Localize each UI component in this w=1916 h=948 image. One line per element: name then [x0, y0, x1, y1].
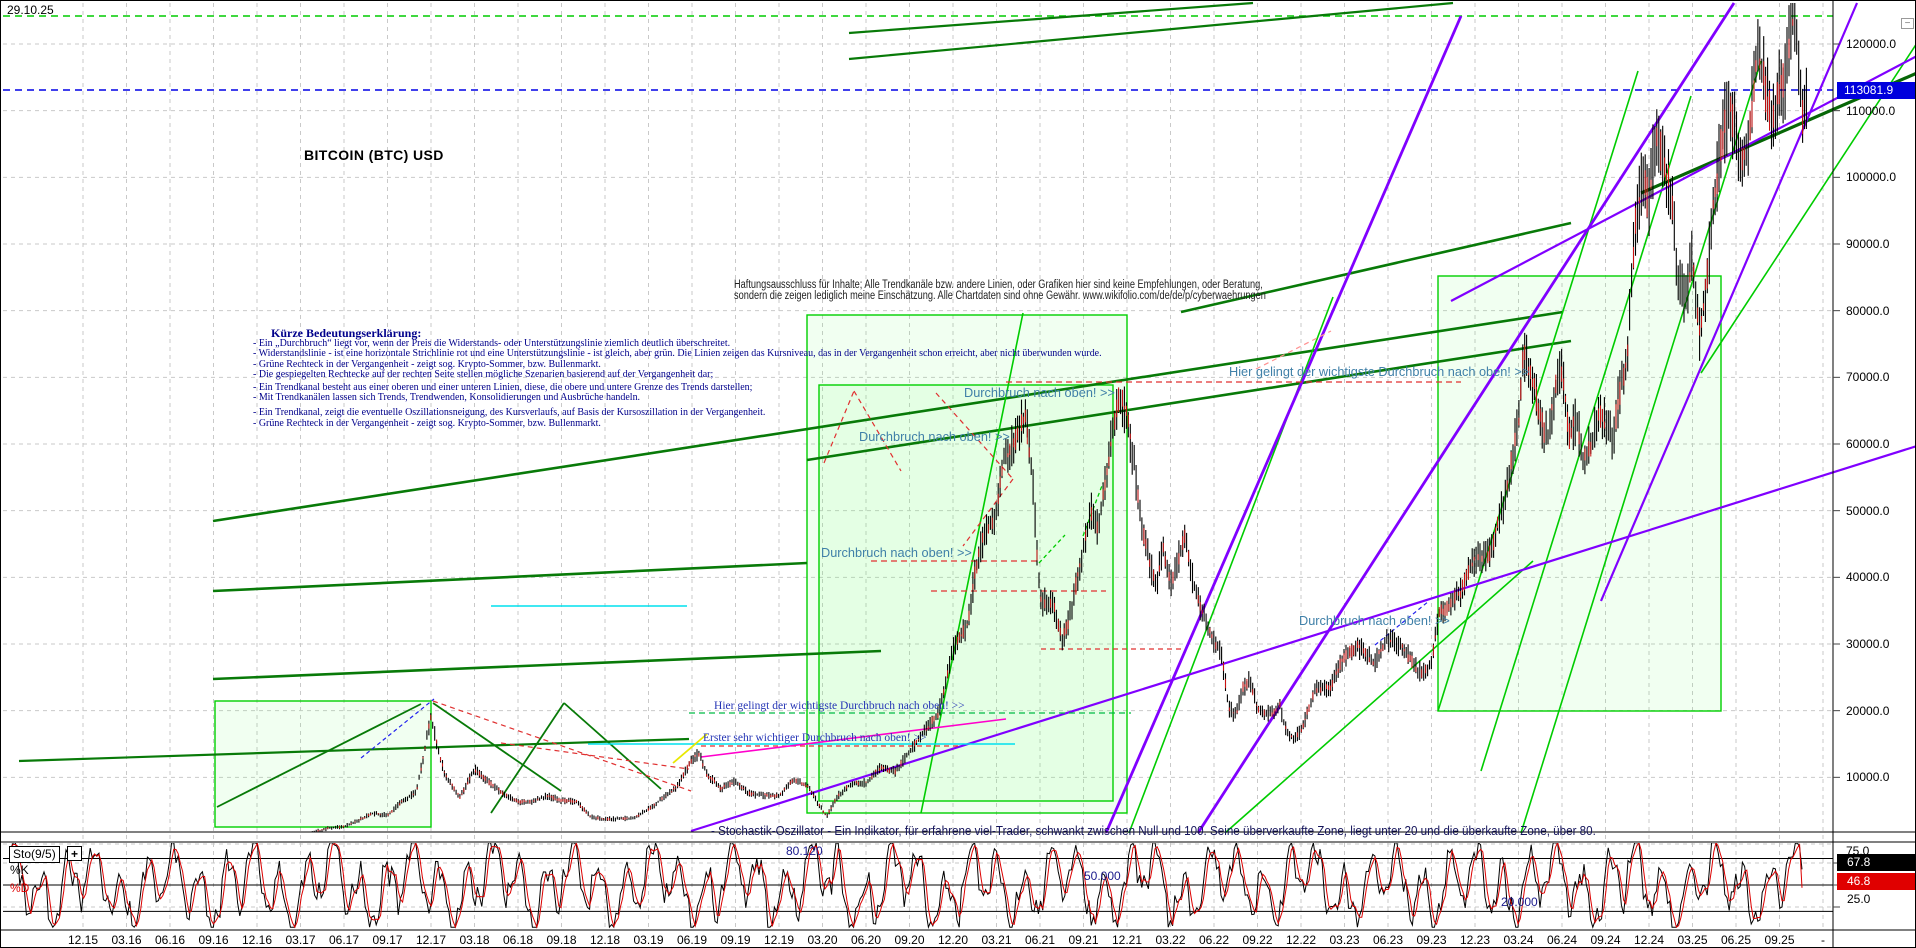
price-axis-label: 50000.0 — [1846, 503, 1890, 518]
price-axis-label: 30000.0 — [1846, 636, 1890, 651]
collapse-pane-button[interactable]: − — [1901, 18, 1914, 29]
add-indicator-button[interactable]: + — [67, 846, 82, 861]
legend-line: - Ein Trendkanal besteht aus einer obere… — [253, 381, 753, 393]
breakout-annotation: Erster sehr wichtiger Durchbruch nach ob… — [703, 730, 927, 744]
time-axis-label: 12.16 — [241, 933, 273, 947]
percent-k-label: %K — [10, 863, 29, 877]
time-axis-label: 06.23 — [1372, 933, 1404, 947]
time-axis-label: 09.19 — [720, 933, 751, 947]
legend-line: - Grüne Rechteck in der Vergangenheit - … — [253, 417, 601, 429]
oscillator-scale-25: 25.0 — [1847, 892, 1871, 906]
time-axis-label: 06.19 — [676, 933, 708, 947]
time-axis-label: 12.19 — [763, 933, 795, 947]
percent-k-value-badge: 67.8 — [1837, 854, 1915, 871]
time-axis-label: 06.18 — [502, 933, 534, 947]
price-axis-label: 10000.0 — [1846, 770, 1890, 785]
price-axis-label: 60000.0 — [1846, 436, 1890, 451]
time-axis-label: 03.19 — [633, 933, 664, 947]
time-axis-label: 09.24 — [1590, 933, 1621, 947]
legend-line: - Ein „Durchbruch“ liegt vor, wenn der P… — [253, 338, 731, 349]
time-axis-label: 03.20 — [807, 933, 838, 947]
time-axis-label: 03.23 — [1329, 933, 1360, 947]
time-axis-label: 09.21 — [1068, 933, 1099, 947]
breakout-annotation: Durchbruch nach oben! >> — [859, 429, 1010, 444]
time-axis-label: 03.21 — [981, 933, 1012, 947]
time-axis-label: 12.24 — [1633, 933, 1665, 947]
time-axis-label: 09.17 — [372, 933, 403, 947]
chart-date-label: 29.10.25 — [7, 3, 54, 17]
price-axis-label: 110000.0 — [1846, 103, 1896, 118]
breakout-annotation: Durchbruch nach oben! >> — [964, 385, 1115, 400]
breakout-annotation: Hier gelingt der wichtigste Durchbruch n… — [714, 698, 965, 712]
time-axis-label: 06.25 — [1720, 933, 1752, 947]
price-axis-label: 70000.0 — [1846, 370, 1890, 385]
price-axis-label: 40000.0 — [1846, 570, 1890, 585]
time-axis-label: 03.16 — [111, 933, 142, 947]
time-axis-label: 09.25 — [1764, 933, 1795, 947]
stochastic-indicator-label: Sto(9/5) — [9, 846, 60, 863]
time-axis-label: 03.17 — [285, 933, 316, 947]
time-axis-label: 12.20 — [937, 933, 969, 947]
price-axis-label: 100000.0 — [1846, 170, 1897, 185]
time-axis-label: 09.18 — [546, 933, 577, 947]
oscillator-level-label: 20.000 — [1501, 895, 1538, 909]
legend-heading: Kürze Bedeutungserklärung: — [271, 326, 422, 340]
time-axis-label: 12.22 — [1285, 933, 1317, 947]
stochastic-explanation: - Stochastik-Oszillator - Ein Indikator,… — [711, 824, 1596, 838]
time-axis-label: 12.23 — [1459, 933, 1491, 947]
time-axis-label: 12.18 — [589, 933, 621, 947]
price-axis-label: 90000.0 — [1846, 236, 1890, 251]
breakout-annotation: Hier gelingt der wichtigste Durchbruch n… — [1229, 364, 1530, 379]
percent-d-label: %D — [10, 881, 30, 895]
time-axis-label: 09.23 — [1416, 933, 1447, 947]
time-axis-label: 03.18 — [459, 933, 490, 947]
plus-icon: + — [70, 847, 78, 861]
time-axis-label: 06.20 — [850, 933, 882, 947]
legend-line: - Widerstandslinie - ist eine horizontal… — [253, 348, 1102, 360]
breakout-annotation: Durchbruch nach oben! >> — [821, 545, 972, 560]
time-axis-label: 09.20 — [894, 933, 925, 947]
price-axis-label: 20000.0 — [1846, 703, 1890, 718]
time-axis-label: 03.22 — [1155, 933, 1186, 947]
minus-icon: − — [1904, 18, 1911, 29]
time-axis-label: 03.24 — [1503, 933, 1534, 947]
time-axis-label: 06.22 — [1198, 933, 1230, 947]
time-axis-label: 09.16 — [198, 933, 229, 947]
legend-line: - Ein Trendkanal, zeigt die eventuelle O… — [253, 407, 766, 419]
price-axis-label: 80000.0 — [1846, 303, 1890, 318]
time-axis-label: 09.22 — [1242, 933, 1273, 947]
price-axis-label: 120000.0 — [1846, 36, 1897, 51]
percent-d-value-badge: 46.8 — [1837, 873, 1915, 890]
legend-line: - Grüne Rechteck in der Vergangenheit - … — [253, 358, 601, 370]
current-price-badge: 113081.9 — [1837, 82, 1915, 99]
time-axis-label: 12.15 — [67, 933, 99, 947]
time-axis-label: 06.16 — [154, 933, 186, 947]
legend-line: - Mit Trendkanälen lassen sich Trends, T… — [253, 392, 641, 404]
time-axis-label: 03.25 — [1677, 933, 1708, 947]
time-axis-overflow-label: - — [1821, 933, 1825, 947]
breakout-annotation: Durchbruch nach oben! >> — [1299, 613, 1450, 628]
disclaimer-line: Haftungsausschluss für Inhalte; Alle Tre… — [734, 279, 1263, 291]
disclaimer-line: sondern die zeigen lediglich meine Einsc… — [734, 289, 1266, 302]
instrument-title: BITCOIN (BTC) USD — [304, 147, 444, 163]
time-axis-label: 06.21 — [1024, 933, 1056, 947]
disclaimer-block: Haftungsausschluss für Inhalte; Alle Tre… — [734, 280, 1399, 301]
time-axis-label: 12.17 — [415, 933, 447, 947]
oscillator-level-label: 80.120 — [786, 844, 823, 858]
oscillator-level-label: 50.000 — [1084, 869, 1121, 883]
legend-explanation-block: - Ein „Durchbruch“ liegt vor, wenn der P… — [253, 338, 1146, 429]
time-axis-label: 06.24 — [1546, 933, 1578, 947]
time-axis-label: 12.21 — [1111, 933, 1143, 947]
legend-line: - Die gespiegelten Rechtecke auf der rec… — [253, 369, 714, 381]
time-axis-label: 06.17 — [328, 933, 360, 947]
